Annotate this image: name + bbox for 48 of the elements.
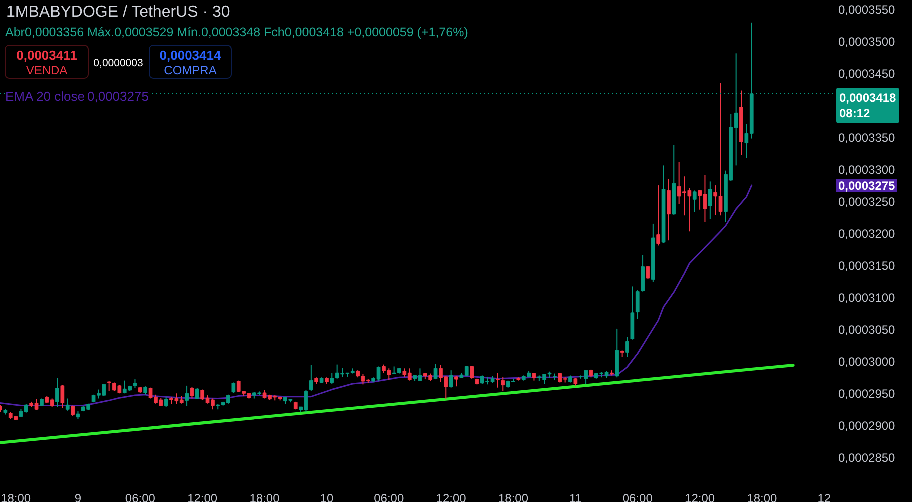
text: 0,0003275 bbox=[838, 179, 896, 194]
chart-title: 1MBABYDOGE / TetherUS · 30 bbox=[6, 4, 230, 21]
annotation: VENDA bbox=[26, 64, 68, 78]
candlestick bbox=[60, 384, 65, 409]
candlestick bbox=[667, 178, 671, 242]
y-tick-label: 0,0003000 bbox=[838, 355, 896, 370]
candlestick bbox=[185, 385, 189, 407]
y-tick-label: 0,0003050 bbox=[838, 323, 896, 338]
candlestick bbox=[232, 382, 236, 394]
candlestick bbox=[692, 190, 697, 213]
text: EMA 20 close bbox=[6, 89, 85, 104]
y-tick-label: 0,0003100 bbox=[838, 291, 896, 306]
text: Abr0,0003356 Máx.0,0003529 Mín.0,0003348 Fch0,0003418 +0,0000059 (+1,76%) bbox=[6, 26, 468, 40]
candlestick bbox=[56, 378, 60, 408]
annotation: 0,0003414 bbox=[160, 48, 222, 63]
candlestick bbox=[470, 366, 474, 380]
candlestick bbox=[636, 290, 640, 320]
candlestick bbox=[66, 398, 70, 412]
annotation: 08:12 bbox=[840, 106, 871, 120]
candlestick bbox=[626, 336, 630, 358]
ref-line-label: 0,0003418 bbox=[840, 90, 897, 105]
annotation: 0,0000003 bbox=[94, 58, 144, 70]
candlestick bbox=[434, 364, 438, 380]
annotation: COMPRA bbox=[164, 64, 217, 78]
candlestick bbox=[501, 376, 506, 392]
y-tick-label: 0,0003350 bbox=[838, 131, 896, 146]
y-tick-label: 0,0002950 bbox=[838, 387, 896, 402]
candlestick bbox=[190, 386, 194, 400]
y-tick-label: 0,0003200 bbox=[838, 227, 896, 242]
candlestick bbox=[164, 396, 168, 408]
candlestick bbox=[646, 266, 650, 280]
y-tick-label: 0,0002900 bbox=[838, 419, 896, 434]
annotation: 0,0003411 bbox=[16, 48, 78, 63]
y-tick-label: 0,0003250 bbox=[838, 195, 896, 210]
y-tick-label: 0,0002850 bbox=[838, 451, 896, 466]
candlestick bbox=[195, 388, 200, 400]
y-tick-label: 0,0003450 bbox=[838, 66, 896, 81]
y-tick-label: 0,0003300 bbox=[838, 163, 896, 178]
y-tick-label: 0,0003150 bbox=[838, 259, 896, 274]
candlestick bbox=[656, 185, 661, 246]
candlestick bbox=[449, 370, 454, 388]
annotation: 0,0003275 bbox=[88, 89, 149, 104]
candlestick bbox=[309, 364, 314, 392]
candlestick bbox=[496, 372, 500, 388]
y-tick-label: 0,0003550 bbox=[838, 2, 896, 17]
candlestick bbox=[107, 380, 112, 392]
y-tick-label: 0,0003500 bbox=[838, 34, 896, 49]
candlestick bbox=[708, 181, 712, 220]
